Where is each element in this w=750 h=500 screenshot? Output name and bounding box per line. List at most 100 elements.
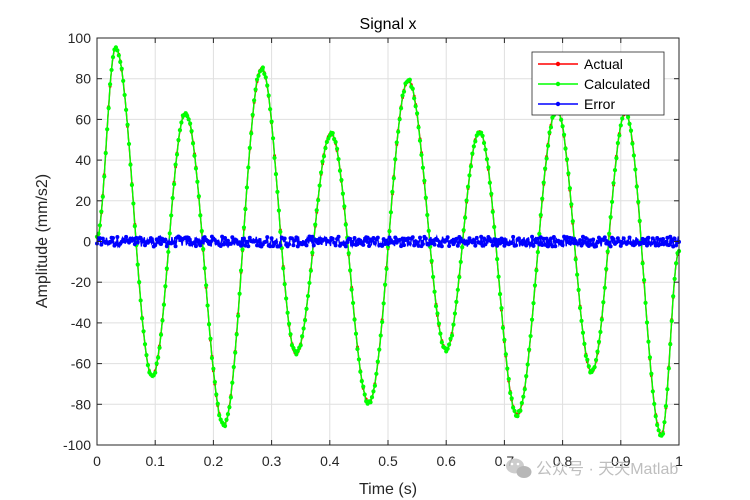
data-point-calculated <box>644 320 650 325</box>
data-point-calculated <box>339 177 344 183</box>
data-point-calculated <box>169 213 174 218</box>
data-point-calculated <box>672 276 677 281</box>
data-point-error <box>540 242 545 247</box>
data-point-calculated <box>263 75 268 80</box>
data-point-error <box>439 244 444 249</box>
data-point-calculated <box>577 305 583 311</box>
data-point-calculated <box>177 128 183 133</box>
data-point-calculated <box>509 396 514 401</box>
data-point-calculated <box>669 318 674 324</box>
data-point-calculated <box>253 87 258 92</box>
data-point-error <box>608 244 613 249</box>
legend[interactable]: Actual Calculated Error <box>531 51 665 116</box>
data-point-calculated <box>314 208 319 213</box>
data-point-calculated <box>643 300 648 306</box>
data-point-calculated <box>497 291 503 297</box>
data-point-error <box>576 241 581 246</box>
data-point-calculated <box>569 202 574 207</box>
x-tick-label: 0.8 <box>553 453 573 469</box>
data-point-error <box>455 243 460 248</box>
data-point-calculated <box>431 274 436 280</box>
data-point-calculated <box>141 329 146 334</box>
data-point-calculated <box>615 140 620 146</box>
data-point-error <box>447 244 452 249</box>
data-point-calculated <box>458 259 463 265</box>
data-point-error <box>428 238 433 243</box>
data-point-error <box>499 236 504 241</box>
data-point-calculated <box>190 141 196 146</box>
data-point-calculated <box>233 350 238 355</box>
data-point-error <box>418 235 423 240</box>
data-point-calculated <box>391 176 396 181</box>
y-tick-label: -80 <box>71 396 91 412</box>
data-point-calculated <box>185 114 190 119</box>
data-point-calculated <box>608 214 613 220</box>
data-point-calculated <box>611 180 616 186</box>
data-point-error <box>423 236 428 241</box>
legend-item-error[interactable]: Error <box>538 96 615 112</box>
data-point-error <box>263 239 268 244</box>
data-point-calculated <box>205 303 210 308</box>
data-point-error <box>153 243 158 248</box>
data-point-calculated <box>172 182 177 187</box>
data-point-error <box>143 243 148 248</box>
data-point-calculated <box>186 117 191 122</box>
data-point-calculated <box>505 366 510 371</box>
data-point-calculated <box>246 165 251 170</box>
data-point-calculated <box>166 249 171 255</box>
data-point-error <box>199 240 204 245</box>
data-point-calculated <box>368 400 373 405</box>
data-point-calculated <box>247 145 252 150</box>
data-point-calculated <box>592 365 597 370</box>
data-point-calculated <box>655 422 660 428</box>
legend-item-calculated[interactable]: Calculated <box>538 76 650 92</box>
data-point-calculated <box>137 280 142 285</box>
data-point-error <box>550 244 555 249</box>
data-point-error <box>579 243 584 248</box>
data-point-error <box>265 235 270 240</box>
data-point-calculated <box>154 361 159 366</box>
data-point-error <box>241 236 246 241</box>
data-point-calculated <box>484 157 490 162</box>
data-point-error <box>551 234 556 239</box>
data-point-error <box>416 243 421 248</box>
data-point-error <box>244 239 249 244</box>
data-point-calculated <box>425 212 430 218</box>
data-point-calculated <box>298 343 303 348</box>
data-point-calculated <box>334 146 340 151</box>
data-point-calculated <box>105 127 110 132</box>
data-point-error <box>292 238 297 243</box>
data-point-calculated <box>118 59 123 65</box>
data-point-calculated <box>153 370 158 375</box>
data-point-error <box>591 237 596 242</box>
data-point-error <box>127 240 132 245</box>
data-point-error <box>256 239 261 244</box>
data-point-error <box>483 242 488 247</box>
data-point-calculated <box>212 379 217 385</box>
data-point-calculated <box>583 353 588 358</box>
data-point-calculated <box>126 141 132 147</box>
data-point-error <box>531 243 536 248</box>
x-tick-label: 0.4 <box>320 453 340 469</box>
data-point-calculated <box>652 401 657 407</box>
data-point-calculated <box>534 268 539 273</box>
data-point-calculated <box>463 215 468 220</box>
data-point-error <box>327 239 332 244</box>
data-point-calculated <box>511 405 516 410</box>
data-point-calculated <box>198 213 203 218</box>
data-point-calculated <box>336 157 341 162</box>
data-point-calculated <box>601 300 606 305</box>
data-point-calculated <box>573 257 578 262</box>
data-point-error <box>519 241 524 246</box>
data-point-error <box>308 237 313 242</box>
legend-item-actual[interactable]: Actual <box>538 56 623 72</box>
data-point-calculated <box>487 180 492 185</box>
data-point-calculated <box>666 366 671 371</box>
y-tick-label: -20 <box>71 274 91 290</box>
data-point-calculated <box>215 401 220 406</box>
data-point-calculated <box>250 112 255 117</box>
data-point-calculated <box>634 184 639 189</box>
data-point-calculated <box>107 82 113 87</box>
data-point-calculated <box>361 384 366 389</box>
